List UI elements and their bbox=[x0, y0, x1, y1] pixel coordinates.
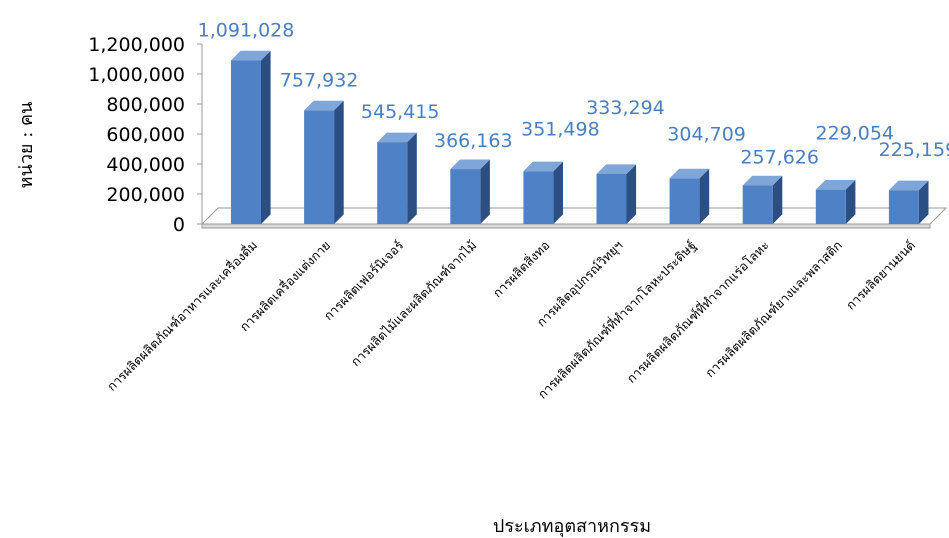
data-label: 333,294 bbox=[586, 97, 665, 119]
data-label: 351,498 bbox=[521, 118, 600, 140]
bar-top bbox=[377, 132, 417, 143]
bar-top bbox=[815, 180, 856, 190]
bar-side bbox=[626, 164, 637, 224]
bar-front bbox=[231, 60, 261, 225]
y-tick-label: 0 bbox=[173, 214, 185, 236]
bar bbox=[523, 161, 563, 224]
y-tick-label: 600,000 bbox=[106, 124, 185, 146]
bar bbox=[304, 100, 344, 224]
y-tick-label: 200,000 bbox=[106, 184, 185, 206]
bar bbox=[669, 168, 710, 224]
bar bbox=[888, 180, 929, 224]
x-axis-title: ประเภทอุตสาหกรรม bbox=[493, 516, 651, 537]
bar-side bbox=[407, 132, 417, 224]
bar-top bbox=[596, 164, 637, 175]
bar bbox=[450, 159, 490, 224]
bar-top bbox=[231, 50, 271, 61]
bar-front bbox=[815, 189, 846, 224]
bar-side bbox=[480, 159, 490, 224]
data-label: 304,709 bbox=[667, 123, 746, 145]
data-label: 257,626 bbox=[740, 146, 819, 168]
bar-front bbox=[523, 171, 554, 224]
bar-top bbox=[450, 159, 490, 170]
data-label: 229,054 bbox=[816, 123, 895, 145]
bar-front bbox=[377, 142, 408, 224]
y-tick-label: 1,200,000 bbox=[88, 34, 185, 56]
bar-top bbox=[523, 161, 563, 172]
category-label: การผลิตผลิตภัณฑ์ที่ทำจากแร่อโลหะ bbox=[623, 237, 772, 386]
bar bbox=[377, 132, 417, 224]
bar-side bbox=[918, 180, 929, 224]
floor-front bbox=[201, 223, 931, 229]
data-label: 545,415 bbox=[361, 101, 440, 123]
category-label: การผลิตสิ่งทอ bbox=[489, 237, 553, 301]
bar-front bbox=[596, 174, 627, 224]
y-axis-title: หน่วย : คน bbox=[16, 102, 37, 189]
bar-side bbox=[845, 180, 856, 224]
y-tick-label: 800,000 bbox=[106, 94, 185, 116]
category-labels: การผลิตผลิตภัณฑ์อาหารและเครื่องดื่ม การผล… bbox=[103, 237, 918, 402]
bar-side bbox=[334, 100, 344, 224]
bar-top bbox=[669, 168, 710, 179]
category-label: การผลิตยานยนต์ bbox=[843, 238, 918, 313]
y-tick-label: 400,000 bbox=[106, 154, 185, 176]
bar-top bbox=[888, 180, 929, 191]
data-label: 1,091,028 bbox=[198, 19, 295, 41]
bar-top bbox=[742, 175, 783, 186]
bar bbox=[231, 50, 271, 225]
bar bbox=[596, 164, 637, 224]
category-label: การผลิตเฟอร์นิเจอร์ bbox=[321, 237, 407, 323]
y-tick-label: 1,000,000 bbox=[88, 64, 185, 86]
bar-front bbox=[304, 110, 335, 224]
category-label: การผลิตผลิตภัณฑ์อาหารและเครื่องดื่ม bbox=[103, 237, 260, 394]
bar-series bbox=[231, 50, 929, 225]
bar-side bbox=[772, 175, 783, 224]
category-label: การผลิตไม้และผลิตภัณฑ์จากไม้ bbox=[348, 238, 480, 370]
data-label: 366,163 bbox=[434, 130, 513, 152]
bar-front bbox=[669, 178, 700, 224]
bar bbox=[742, 175, 783, 224]
bar-top bbox=[304, 100, 344, 111]
bar bbox=[815, 180, 856, 224]
category-label: การผลิตผลิตภัณฑ์ที่ทำจากโลหะประดิษฐ์ bbox=[534, 237, 699, 402]
data-label: 225,159 bbox=[879, 139, 949, 161]
y-axis: 0 200,000 400,000 600,000 800,000 1,000,000 1,… bbox=[88, 34, 203, 236]
bar-side bbox=[553, 161, 563, 224]
bar-side bbox=[261, 50, 271, 224]
bar-front bbox=[450, 169, 481, 224]
bar-front bbox=[888, 190, 919, 224]
bar-front bbox=[742, 185, 773, 224]
category-label: การผลิตผลิตภัณฑ์ยางและพลาสติก bbox=[702, 238, 845, 381]
data-label: 757,932 bbox=[280, 69, 359, 91]
bar-side bbox=[699, 168, 710, 224]
